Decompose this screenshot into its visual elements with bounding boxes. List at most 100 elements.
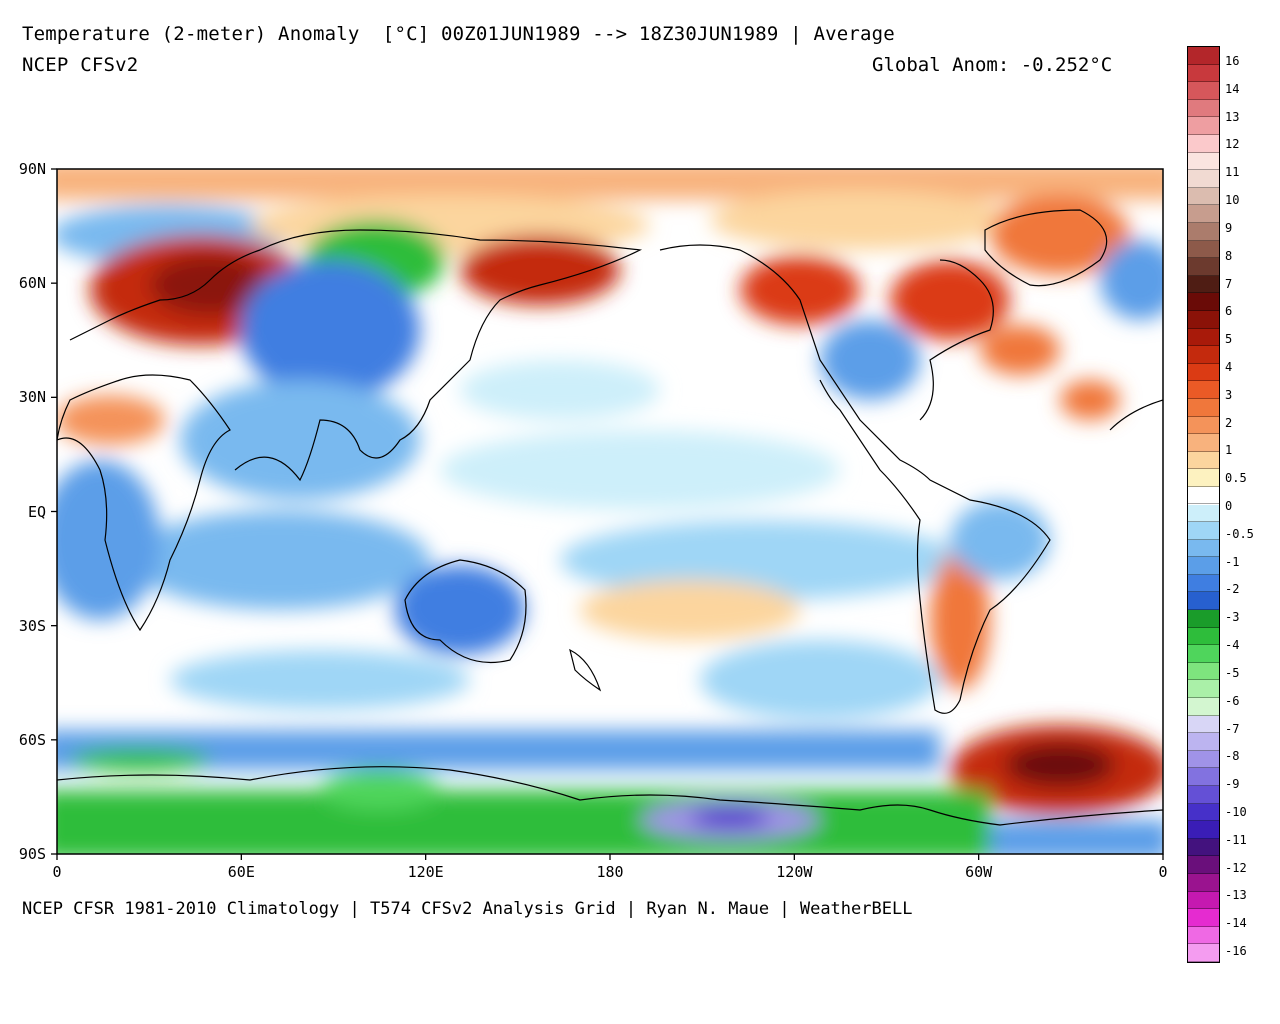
lat-label: 90N [18, 160, 46, 178]
lat-label: 30N [18, 388, 46, 407]
colorbar-label: -1 [1225, 554, 1240, 569]
colorbar-swatch [1188, 592, 1219, 611]
lon-label: 120E [407, 863, 444, 881]
colorbar-label: 11 [1225, 165, 1240, 180]
lon-label: 120W [776, 863, 813, 881]
map-title: Temperature (2-meter) Anomaly [°C] 00Z01… [22, 23, 895, 45]
colorbar-label: -2 [1225, 582, 1240, 597]
colorbar-label: -10 [1225, 804, 1247, 819]
colorbar-label: -4 [1225, 638, 1240, 653]
colorbar-label: 16 [1225, 54, 1240, 68]
colorbar-label: 6 [1225, 304, 1233, 319]
colorbar-swatch [1188, 275, 1219, 294]
colorbar-swatch [1188, 187, 1219, 206]
colorbar-label: 8 [1225, 248, 1233, 263]
colorbar-swatch [1188, 240, 1219, 259]
colorbar-label: 2 [1225, 415, 1233, 430]
colorbar-swatch [1188, 944, 1219, 962]
colorbar-label: 1 [1225, 443, 1233, 458]
colorbar-swatch [1188, 786, 1219, 804]
colorbar-label: 0.5 [1225, 471, 1247, 486]
global-anomaly-value: Global Anom: -0.252°C [872, 54, 1113, 76]
colorbar-swatch [1188, 170, 1219, 188]
colorbar-swatch [1188, 205, 1219, 223]
colorbar-swatch [1188, 610, 1219, 628]
colorbar-swatch [1188, 662, 1219, 681]
colorbar-label: 10 [1225, 193, 1240, 208]
colorbar-swatch [1188, 363, 1219, 382]
colorbar-swatch [1188, 328, 1219, 347]
colorbar-swatch [1188, 926, 1219, 945]
colorbar-swatch [1188, 733, 1219, 751]
colorbar-swatch [1188, 310, 1219, 329]
colorbar-label: 0 [1225, 499, 1233, 513]
colorbar-label: -12 [1225, 860, 1247, 875]
colorbar-swatch [1188, 698, 1219, 716]
colorbar-swatch [1188, 99, 1219, 118]
colorbar-swatch [1188, 117, 1219, 135]
colorbar-swatch [1188, 645, 1219, 663]
colorbar-swatch [1188, 627, 1219, 646]
colorbar-label: -5 [1225, 665, 1240, 680]
colorbar-label: -13 [1225, 888, 1247, 903]
colorbar-swatch [1188, 504, 1219, 523]
colorbar-label: -8 [1225, 749, 1240, 764]
lat-label: 60N [18, 274, 46, 293]
colorbar-swatch [1188, 715, 1219, 734]
colorbar-swatch [1188, 856, 1219, 875]
colorbar-swatch [1188, 522, 1219, 540]
colorbar-swatch [1188, 381, 1219, 399]
anomaly-field [57, 169, 1163, 854]
colorbar-label: 13 [1225, 109, 1240, 124]
colorbar-swatch [1188, 874, 1219, 892]
lon-label: 60E [227, 863, 255, 881]
colorbar-swatch [1188, 64, 1219, 83]
colorbar-swatch [1188, 909, 1219, 927]
colorbar-label: -6 [1225, 693, 1240, 708]
colorbar-swatch [1188, 346, 1219, 364]
lon-label: 60W [965, 863, 993, 881]
footer-credits: NCEP CFSR 1981-2010 Climatology | T574 C… [22, 899, 913, 919]
lon-label: 0 [1158, 863, 1168, 881]
colorbar-swatch [1188, 134, 1219, 153]
colorbar-swatch [1188, 451, 1219, 470]
colorbar-swatch [1188, 82, 1219, 100]
colorbar-label: 7 [1225, 276, 1233, 291]
colorbar-label: -7 [1225, 721, 1240, 736]
colorbar-label: 3 [1225, 387, 1233, 402]
colorbar-label: 9 [1225, 220, 1233, 235]
colorbar-label: -14 [1225, 916, 1247, 931]
axis-ticks [51, 168, 1164, 860]
colorbar-label: 5 [1225, 332, 1233, 347]
colorbar-swatch [1188, 574, 1219, 593]
colorbar-swatch [1188, 293, 1219, 311]
lat-label: 30S [18, 616, 46, 635]
colorbar-swatch [1188, 838, 1219, 857]
coastlines [57, 209, 1163, 826]
lat-label: EQ [27, 502, 46, 521]
colorbar-label: -11 [1225, 832, 1247, 847]
colorbar-label: 14 [1225, 81, 1240, 96]
colorbar-swatch [1188, 891, 1219, 910]
colorbar-swatch [1188, 750, 1219, 769]
colorbar-swatch [1188, 152, 1219, 171]
colorbar-label: -9 [1225, 777, 1240, 792]
colorbar [1187, 46, 1220, 963]
colorbar-swatch [1188, 680, 1219, 699]
colorbar-label: 12 [1225, 137, 1240, 152]
model-name: NCEP CFSv2 [22, 54, 139, 76]
colorbar-swatch [1188, 486, 1219, 505]
lon-label: 0 [52, 863, 62, 881]
colorbar-swatch [1188, 416, 1219, 435]
colorbar-swatch [1188, 258, 1219, 276]
colorbar-swatch [1188, 821, 1219, 839]
colorbar-swatch [1188, 557, 1219, 575]
colorbar-swatch [1188, 434, 1219, 452]
colorbar-swatch [1188, 768, 1219, 787]
colorbar-label: 4 [1225, 359, 1233, 374]
colorbar-swatch [1188, 469, 1219, 487]
colorbar-swatch [1188, 539, 1219, 558]
lon-label: 180 [596, 863, 624, 881]
lat-label: 90S [18, 845, 46, 863]
lat-label: 60S [18, 730, 46, 749]
